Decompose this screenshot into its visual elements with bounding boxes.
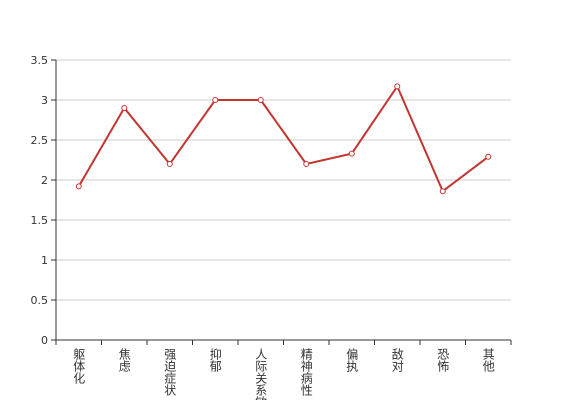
x-tick-label: 人际关系敏感 (254, 348, 268, 400)
x-tick-label: 焦虑 (117, 348, 131, 372)
y-tick-label: 2.5 (31, 134, 49, 147)
y-tick-label: 3 (41, 94, 48, 107)
x-tick-label: 恐怖 (436, 348, 450, 372)
x-tick-label: 抑郁 (208, 347, 222, 373)
point (348, 150, 355, 157)
y-tick-label: 3.5 (31, 54, 49, 67)
x-tick-label: 其他 (481, 348, 495, 372)
point (485, 153, 492, 160)
point (303, 161, 310, 167)
point (166, 161, 173, 167)
point (121, 105, 128, 111)
y-tick-label: 1 (41, 254, 48, 267)
point (394, 83, 401, 90)
x-tick-label: 敌对 (390, 347, 404, 372)
x-tick-label: 精神病性 (299, 348, 313, 397)
point (257, 97, 264, 103)
line (77, 84, 489, 193)
point (75, 183, 82, 190)
y-tick-label: 0 (41, 334, 48, 347)
y-tick-label: 0.5 (31, 294, 49, 307)
x-tick-label: 强迫症状 (163, 348, 177, 396)
y-tick-label: 1.5 (31, 214, 49, 227)
x-tick-label: 躯体化 (72, 347, 86, 385)
y-tick-label: 2 (41, 174, 48, 187)
point (212, 97, 219, 103)
x-tick-label: 偏执 (345, 347, 359, 373)
point (439, 188, 446, 195)
